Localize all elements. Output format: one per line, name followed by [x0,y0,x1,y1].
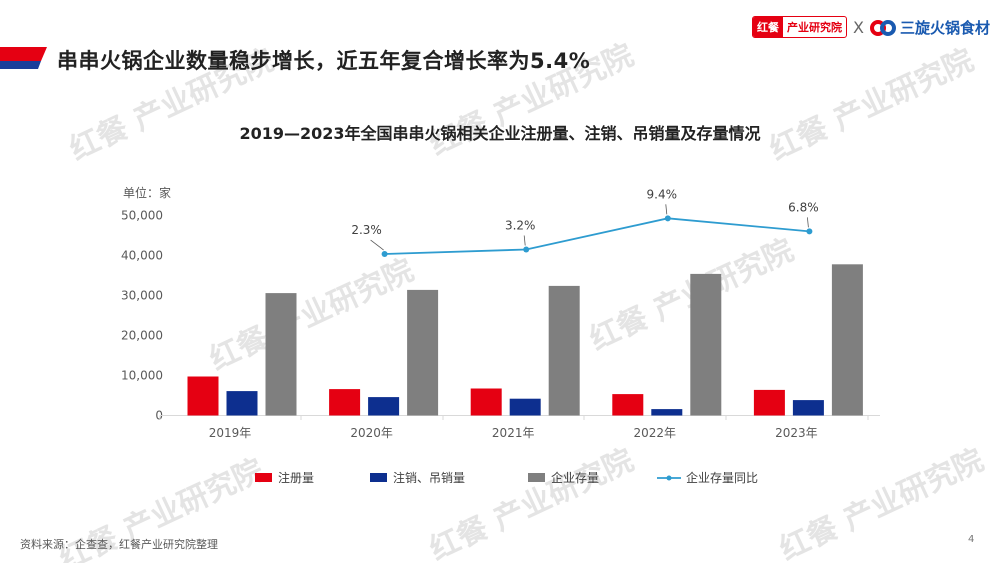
data-label-leader [807,217,809,228]
y-tick-label: 10,000 [121,369,163,383]
legend-label: 注销、吊销量 [393,470,465,485]
x-tick-label: 2022年 [634,426,677,440]
y-tick-label: 0 [155,409,163,423]
sanxuan-logo: 三旋火锅食材 [869,16,990,38]
bar-registrations [187,376,219,416]
bar-cancellations [368,397,400,416]
source-note: 资料来源：企查查，红餐产业研究院整理 [20,538,218,551]
data-label-leader [370,239,384,251]
y-tick-label: 30,000 [121,289,163,303]
sanxuan-logo-icon [869,20,896,36]
y-tick-label: 40,000 [121,249,163,263]
bar-registrations [329,389,361,416]
bar-registrations [753,389,785,416]
sanxuan-logo-text: 三旋火锅食材 [899,18,990,37]
x-tick-label: 2019年 [209,426,252,440]
line-stock-growth [384,217,810,255]
hongcan-logo-text: 产业研究院 [787,21,843,34]
legend-label: 注册量 [278,470,314,485]
line-point [381,251,388,258]
page-title: 串串火锅企业数量稳步增长，近五年复合增长率为5.4% [57,49,591,73]
line-data-label: 6.8% [788,200,819,214]
legend-label: 企业存量 [551,470,599,485]
x-tick-label: 2020年 [350,426,393,440]
line-point [806,228,813,235]
bar-stock [407,289,439,416]
hongcan-logo: 红餐 产业研究院 [752,16,848,38]
line-data-label: 2.3% [351,223,382,237]
legend-swatch [370,473,387,482]
legend-swatch [528,473,545,482]
header-accent-shape [0,47,47,69]
bar-stock [265,293,297,416]
line-point [664,215,671,222]
bar-cancellations [651,409,683,416]
bar-stock [831,264,863,416]
logo-bar: 红餐 产业研究院 X 三旋火锅食材 [752,16,990,38]
line-data-label: 3.2% [505,219,536,233]
bar-cancellations [226,391,258,416]
data-label-leader [665,204,668,215]
bar-cancellations [509,398,541,416]
chart-title: 2019—2023年全国串串火锅相关企业注册量、注销、吊销量及存量情况 [239,124,761,143]
x-tick-label: 2023年 [775,426,818,440]
unit-label: 单位：家 [123,185,171,200]
bar-stock [548,285,580,416]
logo-separator: X [853,17,864,37]
line-data-label: 9.4% [647,187,678,201]
legend-label: 企业存量同比 [686,470,758,485]
bar-registrations [470,388,502,416]
x-tick-label: 2021年 [492,426,535,440]
y-tick-label: 20,000 [121,329,163,343]
legend-marker [666,475,672,481]
bar-cancellations [792,400,824,416]
page-number: 4 [968,534,975,545]
line-point [523,246,530,253]
y-tick-label: 50,000 [121,209,163,223]
data-label-leader [523,235,526,246]
bar-registrations [612,394,644,416]
hongcan-logo-mark: 红餐 [753,17,784,37]
bar-stock [690,273,722,416]
legend-swatch [255,473,272,482]
